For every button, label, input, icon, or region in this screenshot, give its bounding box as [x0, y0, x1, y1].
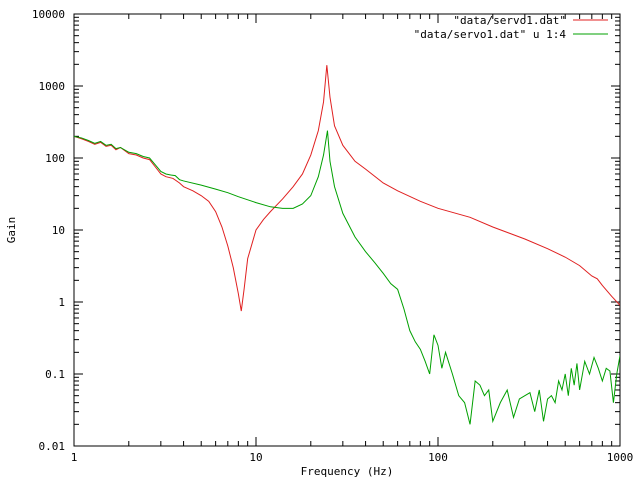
x-tick-label: 100 [428, 451, 448, 464]
plot-frame [73, 13, 621, 447]
y-tick-label: 10 [52, 224, 65, 237]
y-tick-label: 0.01 [39, 440, 66, 453]
legend-label-2: "data/servo1.dat" u 1:4 [414, 28, 567, 41]
x-axis-label: Frequency (Hz) [301, 465, 394, 478]
x-tick-label: 10 [249, 451, 262, 464]
series-line-2 [74, 130, 620, 425]
y-tick-label: 1000 [39, 80, 66, 93]
x-tick-labels: 1 10 100 1000 [71, 451, 634, 464]
tick-marks [73, 14, 620, 447]
y-tick-label: 0.1 [45, 368, 65, 381]
series-line-1 [74, 65, 620, 312]
x-tick-label: 1000 [607, 451, 634, 464]
y-tick-label: 1 [58, 296, 65, 309]
legend: "data/servo1.dat""data/servo1.dat" u 1:4 [414, 14, 608, 41]
y-tick-label: 100 [45, 152, 65, 165]
y-tick-labels: 0.01 0.1 1 10 100 1000 10000 [32, 8, 65, 453]
series-group [74, 65, 620, 425]
legend-label-1: "data/servo1.dat" [453, 14, 566, 27]
y-tick-label: 10000 [32, 8, 65, 21]
x-tick-label: 1 [71, 451, 78, 464]
y-axis-label: Gain [5, 217, 18, 244]
